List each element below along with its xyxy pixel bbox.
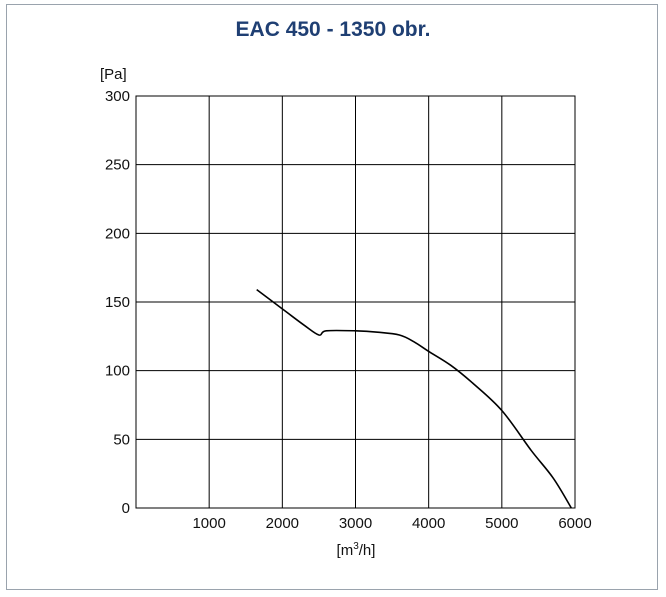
y-tick-label: 100 — [105, 363, 130, 380]
y-tick-label: 250 — [105, 157, 130, 174]
x-tick-label: 3000 — [339, 515, 372, 532]
x-tick-label: 2000 — [266, 515, 299, 532]
chart-title: EAC 450 - 1350 obr. — [236, 18, 431, 41]
y-tick-label: 0 — [122, 500, 130, 517]
y-unit-label: [Pa] — [100, 66, 127, 83]
y-tick-label: 150 — [105, 294, 130, 311]
x-tick-label: 1000 — [192, 515, 225, 532]
y-tick-label: 200 — [105, 225, 130, 242]
x-tick-label: 5000 — [485, 515, 518, 532]
x-tick-label: 4000 — [412, 515, 445, 532]
chart-frame — [6, 4, 658, 590]
x-unit-label: [m3/h] — [337, 541, 376, 559]
x-tick-label: 6000 — [558, 515, 591, 532]
y-tick-label: 50 — [113, 431, 130, 448]
performance-curve — [256, 288, 572, 509]
y-tick-label: 300 — [105, 88, 130, 105]
